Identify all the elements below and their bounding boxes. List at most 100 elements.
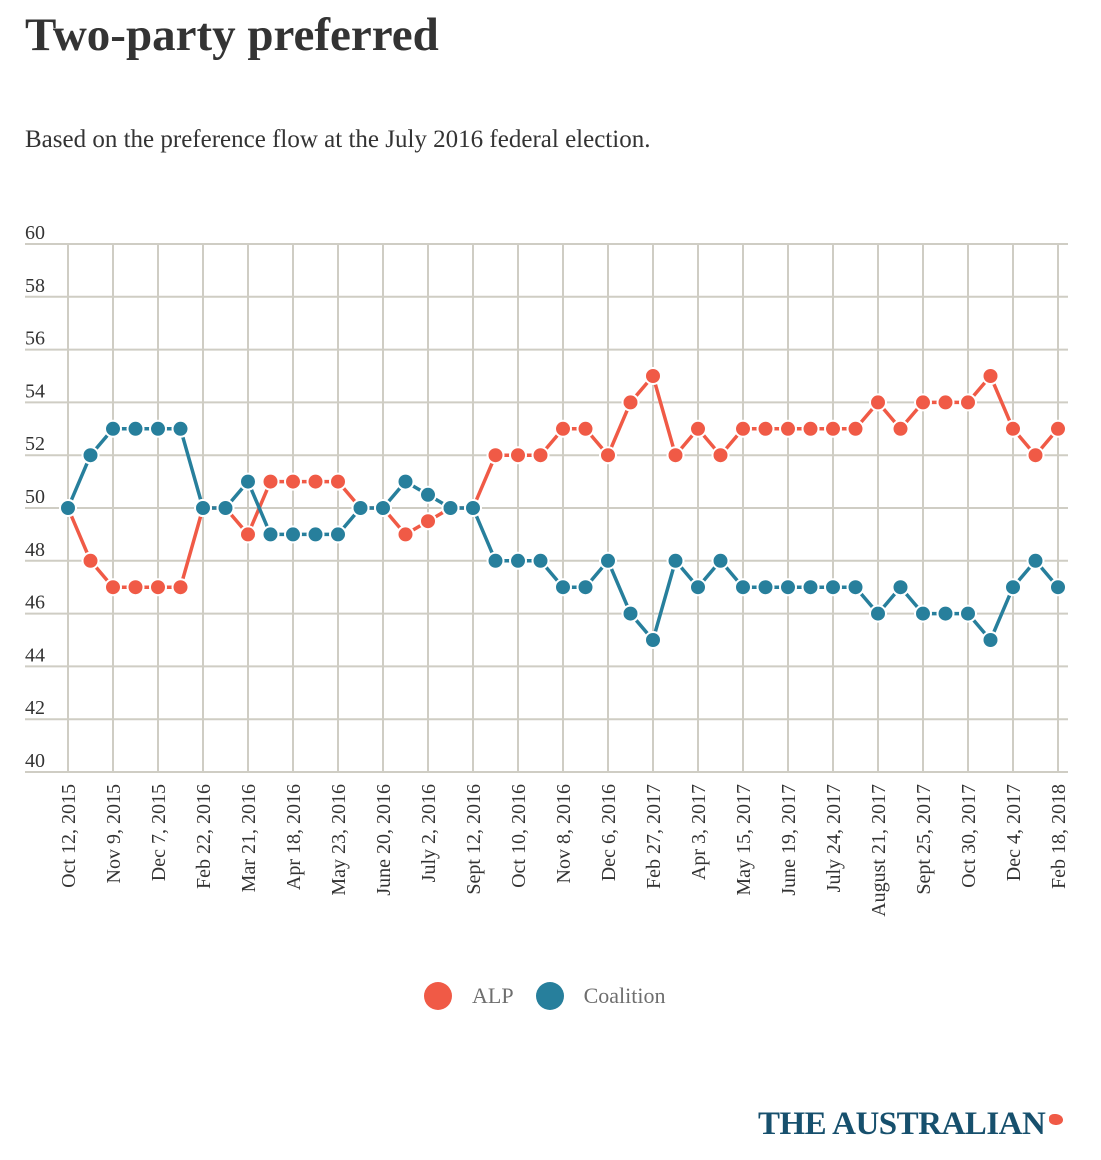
y-tick-label: 48 xyxy=(25,539,45,561)
chart-subtitle: Based on the preference flow at the July… xyxy=(25,126,651,153)
data-point-alp xyxy=(846,419,865,438)
data-point-alp xyxy=(666,446,685,465)
x-tick-label: Sept 12, 2016 xyxy=(463,784,485,895)
data-point-coalition xyxy=(689,578,707,597)
grid xyxy=(25,243,1068,773)
data-point-coalition xyxy=(576,578,595,597)
data-point-alp xyxy=(104,578,122,597)
data-point-coalition xyxy=(756,578,775,597)
x-tick-label: June 19, 2017 xyxy=(778,784,800,896)
x-tick-label: Nov 8, 2016 xyxy=(553,784,575,883)
y-tick-label: 52 xyxy=(25,433,45,455)
data-point-coalition xyxy=(531,551,550,570)
chart-title: Two-party preferred xyxy=(25,9,439,61)
data-point-alp xyxy=(239,525,257,544)
data-point-coalition xyxy=(891,578,910,597)
y-tick-label: 54 xyxy=(25,380,45,402)
data-point-coalition xyxy=(126,419,145,438)
x-tick-label: Dec 6, 2016 xyxy=(598,784,620,881)
x-tick-label: Dec 4, 2017 xyxy=(1003,784,1025,881)
data-point-coalition xyxy=(914,604,932,623)
data-point-alp xyxy=(576,419,595,438)
data-point-alp xyxy=(1026,446,1045,465)
data-point-alp xyxy=(644,367,662,385)
data-point-coalition xyxy=(711,551,730,570)
x-tick-label: Oct 30, 2017 xyxy=(958,784,980,888)
data-point-coalition xyxy=(239,472,257,491)
data-point-coalition xyxy=(621,604,640,623)
data-point-coalition xyxy=(329,525,347,544)
data-point-coalition xyxy=(81,446,100,465)
data-point-coalition xyxy=(509,551,527,570)
data-point-coalition xyxy=(104,419,122,438)
data-point-alp xyxy=(711,446,730,465)
data-point-coalition xyxy=(644,631,662,649)
x-tick-label: Feb 22, 2016 xyxy=(193,784,215,889)
data-point-alp xyxy=(509,446,527,465)
data-point-alp xyxy=(329,472,347,491)
x-tick-label: July 24, 2017 xyxy=(823,784,845,892)
data-point-alp xyxy=(1049,419,1067,438)
y-axis: 40 42 44 46 48 50 52 54 56 58 60 xyxy=(25,222,45,772)
data-point-alp xyxy=(689,419,707,438)
data-point-coalition xyxy=(306,525,325,544)
data-point-coalition xyxy=(1004,578,1022,597)
x-tick-label: Nov 9, 2015 xyxy=(103,784,125,883)
y-tick-label: 42 xyxy=(25,697,45,719)
data-point-coalition xyxy=(171,419,190,438)
x-tick-label: May 23, 2016 xyxy=(328,784,350,896)
data-point-alp xyxy=(81,551,100,570)
data-point-alp xyxy=(554,419,572,438)
data-point-coalition xyxy=(374,499,392,517)
legend-label-coalition: Coalition xyxy=(583,983,666,1008)
data-point-alp xyxy=(801,419,820,438)
data-point-coalition xyxy=(216,499,235,517)
x-tick-label: Dec 7, 2015 xyxy=(148,784,170,881)
data-point-coalition xyxy=(486,551,505,570)
data-point-alp xyxy=(936,393,955,412)
x-tick-label: June 20, 2016 xyxy=(373,784,395,896)
line-chart: 40 42 44 46 48 50 52 54 56 58 60 Oct 12, 2015 Nov 9… xyxy=(25,222,1070,917)
series xyxy=(59,367,1067,649)
data-point-coalition xyxy=(194,499,212,517)
x-tick-label: July 2, 2016 xyxy=(418,784,440,882)
data-point-alp xyxy=(149,578,167,597)
data-point-coalition xyxy=(59,499,77,517)
data-point-coalition xyxy=(666,551,685,570)
x-tick-label: August 21, 2017 xyxy=(868,784,890,917)
data-point-coalition xyxy=(734,578,752,597)
data-point-coalition xyxy=(351,499,370,517)
data-point-coalition xyxy=(464,499,482,517)
data-point-alp xyxy=(171,578,190,597)
x-tick-label: Sept 25, 2017 xyxy=(913,784,935,895)
data-point-coalition xyxy=(936,604,955,623)
data-point-alp xyxy=(284,472,302,491)
x-tick-label: Oct 12, 2015 xyxy=(58,784,80,888)
data-point-coalition xyxy=(1049,578,1067,597)
legend-item-coalition[interactable]: Coalition xyxy=(535,982,666,1010)
data-point-alp xyxy=(486,446,505,465)
data-point-coalition xyxy=(284,525,302,544)
data-point-coalition xyxy=(419,485,437,504)
data-point-coalition xyxy=(801,578,820,597)
data-point-alp xyxy=(824,419,842,438)
data-point-alp xyxy=(621,393,640,412)
legend-swatch-alp-icon xyxy=(424,982,452,1010)
data-point-alp xyxy=(734,419,752,438)
data-point-coalition xyxy=(441,499,460,517)
data-point-alp xyxy=(756,419,775,438)
data-point-coalition xyxy=(846,578,865,597)
legend-item-alp[interactable]: ALP xyxy=(424,982,514,1010)
data-point-alp xyxy=(959,393,977,412)
x-tick-label: May 15, 2017 xyxy=(733,784,755,896)
points-coalition xyxy=(59,419,1067,649)
data-point-coalition xyxy=(779,578,797,597)
data-point-alp xyxy=(891,419,910,438)
data-point-coalition xyxy=(261,525,280,544)
data-point-alp xyxy=(779,419,797,438)
y-tick-label: 46 xyxy=(25,592,45,614)
data-point-coalition xyxy=(959,604,977,623)
y-tick-label: 60 xyxy=(25,222,45,244)
data-point-coalition xyxy=(1026,551,1045,570)
data-point-alp xyxy=(981,367,1000,385)
